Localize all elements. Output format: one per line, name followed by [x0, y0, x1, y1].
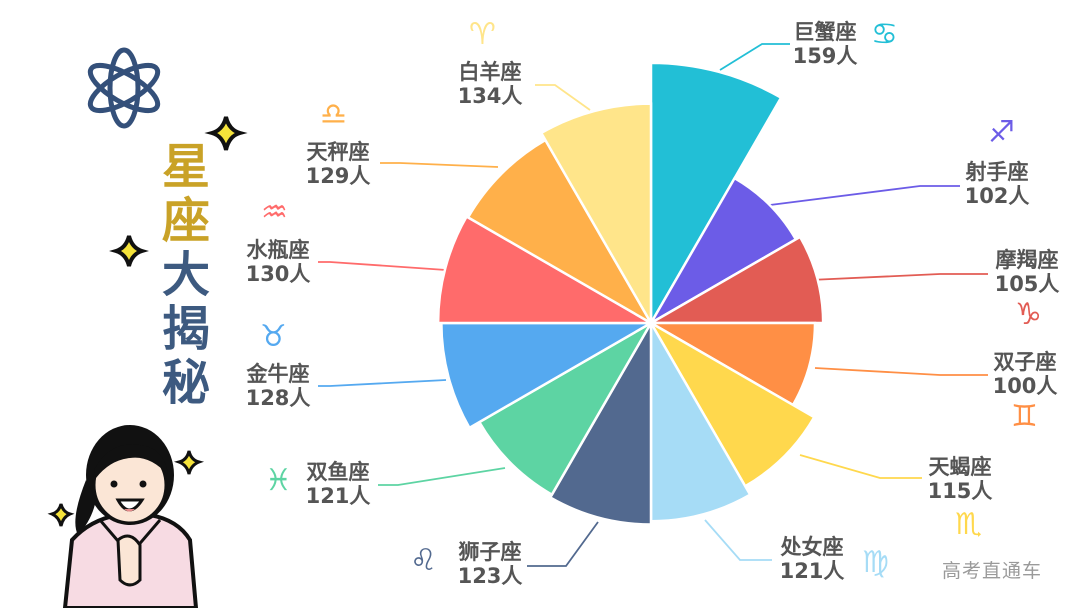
slice-label: 天蝎座 115人	[920, 455, 1000, 503]
label-leader-line	[769, 185, 960, 206]
libra-icon: ♎	[320, 97, 347, 132]
slice-label: 摩羯座 105人	[987, 248, 1067, 296]
slice-label: 处女座 121人	[772, 535, 852, 583]
rose-slice	[548, 318, 653, 526]
orbit-icon	[87, 47, 161, 129]
leo-icon: ♌	[410, 543, 437, 578]
slice-label: 水瓶座 130人	[238, 238, 318, 286]
label-leader-line	[535, 84, 591, 111]
rose-slice	[646, 235, 825, 325]
watermark: 高考直通车	[942, 560, 1043, 582]
sparkle-icon	[47, 116, 248, 527]
aquarius-icon: ♒	[261, 195, 288, 230]
label-leader-line	[719, 43, 790, 71]
rose-slice	[646, 321, 817, 407]
title-char: 大	[161, 247, 210, 303]
gemini-icon: ♊	[1011, 399, 1038, 434]
slice-label-name: 天秤座	[306, 140, 370, 164]
pisces-icon: ♓	[265, 463, 292, 498]
slice-label-name: 白羊座	[458, 60, 522, 84]
slice-label: 天秤座 129人	[298, 140, 378, 188]
slice-label-name: 水瓶座	[246, 238, 310, 262]
slice-label-value: 100人	[992, 374, 1058, 398]
rose-slice	[466, 138, 655, 327]
title-char: 揭	[161, 301, 210, 357]
slice-label-value: 102人	[964, 184, 1030, 208]
slice-label: 金牛座 128人	[238, 362, 318, 410]
label-leader-line	[378, 467, 506, 486]
rose-slice	[539, 102, 653, 328]
rose-slice	[436, 214, 656, 325]
slice-label-value: 129人	[305, 164, 371, 188]
scorpio-icon: ♏	[955, 507, 982, 542]
rose-slice	[647, 176, 798, 327]
taurus-icon: ♉	[260, 319, 287, 354]
slice-label-value: 121人	[305, 484, 371, 508]
slice-label: 白羊座 134人	[450, 60, 530, 108]
rose-slice	[649, 61, 783, 328]
title-char: 秘	[161, 355, 210, 411]
sagittarius-icon: ♐	[988, 115, 1015, 150]
slice-label: 双子座 100人	[985, 350, 1065, 398]
label-leader-line	[527, 521, 599, 567]
slice-label-value: 121人	[779, 559, 845, 583]
slice-label: 双鱼座 121人	[298, 460, 378, 508]
slice-label-name: 双子座	[993, 350, 1057, 374]
label-leader-line	[799, 454, 922, 479]
virgo-icon: ♍	[862, 545, 889, 580]
title-char: 星	[161, 139, 210, 195]
slice-label-name: 天蝎座	[928, 455, 992, 479]
slice-label-value: 130人	[245, 262, 311, 286]
label-leader-line	[318, 379, 447, 387]
slice-label-name: 射手座	[965, 160, 1029, 184]
slice-label-name: 巨蟹座	[793, 20, 857, 44]
rose-slice	[649, 318, 752, 523]
rose-slice	[647, 319, 816, 488]
capricorn-icon: ♑	[1015, 297, 1042, 332]
rose-slice	[440, 321, 656, 430]
slice-label-value: 159人	[792, 44, 858, 68]
title-char: 座	[161, 193, 210, 249]
label-leader-line	[809, 273, 988, 281]
label-leader-line	[380, 162, 499, 168]
label-leader-line	[704, 519, 772, 561]
slice-label-name: 摩羯座	[995, 248, 1059, 272]
slice-label: 射手座 102人	[957, 160, 1037, 208]
slice-label: 巨蟹座 159人	[785, 20, 865, 68]
slice-label-name: 金牛座	[246, 362, 310, 386]
page-title: 星 座 大 揭 秘	[158, 140, 214, 410]
slice-label-value: 105人	[994, 272, 1060, 296]
slice-label-value: 123人	[457, 564, 523, 588]
slice-label-name: 处女座	[780, 535, 844, 559]
slice-label-value: 134人	[457, 84, 523, 108]
slice-label: 狮子座 123人	[450, 540, 530, 588]
slice-label-value: 128人	[245, 386, 311, 410]
rose-slice	[477, 319, 655, 497]
label-leader-line	[814, 367, 988, 376]
cancer-icon: ♋	[871, 17, 898, 52]
slice-label-name: 狮子座	[458, 540, 522, 564]
girl-illustration	[62, 425, 199, 608]
aries-icon: ♈	[469, 17, 496, 52]
slice-label-value: 115人	[927, 479, 993, 503]
slice-label-name: 双鱼座	[306, 460, 370, 484]
label-leader-line	[318, 261, 447, 271]
rose-slices	[436, 61, 825, 526]
